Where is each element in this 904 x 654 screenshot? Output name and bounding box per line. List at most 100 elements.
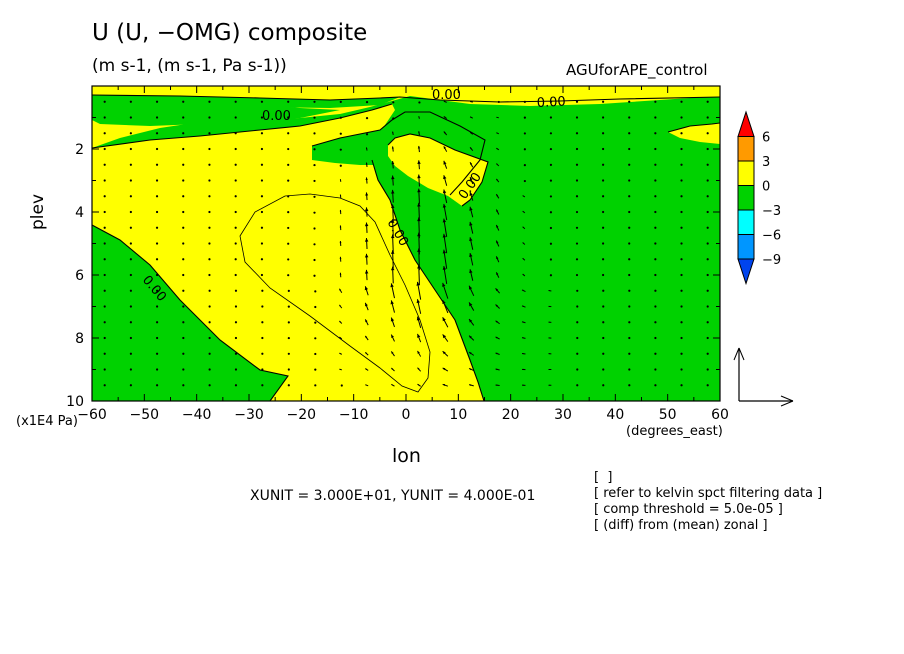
vector-arrowhead <box>340 179 342 181</box>
vector-arrowhead <box>390 300 394 305</box>
vector-arrow <box>523 132 526 135</box>
vector-arrow <box>706 147 709 151</box>
vector-arrow <box>260 210 264 214</box>
vector-arrow <box>602 147 605 151</box>
vector-arrow <box>287 226 290 230</box>
vector-arrow <box>365 100 369 104</box>
vector-arrowhead <box>391 146 394 149</box>
vector-arrow <box>549 132 553 135</box>
vector-arrow <box>654 289 657 292</box>
vector-arrow <box>602 210 605 214</box>
vector-arrowhead <box>548 321 550 323</box>
vector-arrowhead <box>522 384 524 386</box>
vector-arrow <box>313 227 316 230</box>
vector-arrow <box>155 195 159 198</box>
vector-arrow <box>182 210 185 214</box>
vector-arrowhead <box>417 367 420 370</box>
vector-arrowhead <box>391 384 393 386</box>
vector-arrow <box>602 132 605 135</box>
colorbar-label: 0 <box>762 180 770 195</box>
vector-arrowhead <box>339 368 341 370</box>
vector-arrow <box>339 164 342 167</box>
vector-arrow <box>208 368 211 371</box>
vector-arrow <box>103 336 106 340</box>
vector-arrow <box>260 195 264 198</box>
vector-arrow <box>208 100 211 103</box>
vector-arrowhead <box>390 283 394 288</box>
vector-arrow <box>654 384 657 387</box>
reference-vector <box>733 347 794 407</box>
vector-arrow <box>182 242 185 245</box>
vector-arrow <box>260 100 264 103</box>
vector-arrow <box>155 147 159 151</box>
vector-arrow <box>680 242 683 245</box>
vector-arrowhead <box>365 162 368 165</box>
vector-arrow <box>155 226 159 229</box>
vector-arrowhead <box>469 177 473 181</box>
vector-arrow <box>182 163 185 166</box>
vector-arrow <box>628 195 631 198</box>
vector-arrow <box>549 195 553 198</box>
vector-arrow <box>287 163 290 166</box>
vector-arrow <box>234 289 238 292</box>
vector-arrow <box>155 273 159 277</box>
vector-arrow <box>313 132 316 135</box>
vector-arrow <box>287 352 290 355</box>
colorbar-segment <box>737 234 755 260</box>
vector-arrowhead <box>470 101 472 103</box>
vector-arrow <box>549 179 553 182</box>
vector-arrow <box>313 148 316 151</box>
vector-arrowhead <box>469 384 472 387</box>
vector-arrow <box>575 179 579 182</box>
contour-label: 0.00 <box>432 88 461 103</box>
vector-arrowhead <box>495 368 498 371</box>
vector-arrowhead <box>417 384 420 386</box>
vector-arrowhead <box>442 367 446 371</box>
x-tick-label: −20 <box>287 407 317 423</box>
vector-arrow <box>654 226 657 229</box>
vector-arrowhead <box>548 305 550 308</box>
vector-arrow <box>129 289 132 292</box>
vector-arrow <box>654 242 657 245</box>
vector-arrow <box>261 384 264 387</box>
vector-arrow <box>287 147 290 151</box>
vector-arrow <box>706 195 709 198</box>
vector-arrow <box>260 258 264 261</box>
vector-arrow <box>575 242 579 245</box>
vector-arrowhead <box>442 300 446 305</box>
vector-field <box>103 100 709 387</box>
vector-arrow <box>549 147 553 151</box>
vector-arrow <box>523 116 526 119</box>
vector-arrow <box>261 289 264 292</box>
x-axis-unit: (degrees_east) <box>626 424 723 439</box>
vector-arrowhead <box>339 337 341 339</box>
colorbar-segment <box>737 258 755 286</box>
vector-arrow <box>680 368 683 371</box>
vector-arrow <box>576 336 579 340</box>
vector-arrowhead <box>365 352 368 355</box>
vector-arrow <box>706 116 709 119</box>
vector-arrow <box>234 336 238 340</box>
vector-arrow <box>287 336 290 340</box>
vector-arrow <box>549 211 553 214</box>
vector-arrowhead <box>496 178 498 181</box>
vector-arrow <box>208 305 211 308</box>
vector-arrowhead <box>469 269 473 274</box>
vector-arrow <box>339 132 342 135</box>
vector-arrow <box>523 164 526 167</box>
vector-arrow <box>234 147 237 151</box>
vector-arrowhead <box>339 209 342 212</box>
vector-arrowhead <box>365 177 368 181</box>
vector-arrow <box>287 368 290 371</box>
vector-arrow <box>575 195 579 198</box>
vector-arrow <box>155 368 159 371</box>
vector-arrow <box>365 133 369 136</box>
vector-arrow <box>314 352 317 356</box>
vector-arrow <box>628 321 631 324</box>
vector-arrow <box>103 195 106 198</box>
vector-arrowhead <box>417 202 421 207</box>
vector-arrowhead <box>522 195 524 197</box>
vector-arrow <box>628 242 631 245</box>
vector-arrow <box>549 258 553 261</box>
